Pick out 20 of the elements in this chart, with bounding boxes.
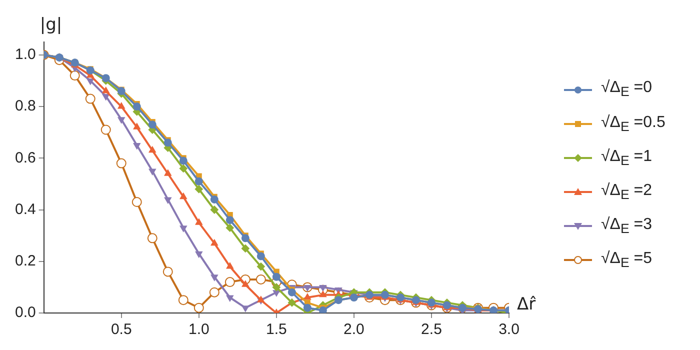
x-axis-title: Δr̂ (517, 294, 536, 314)
x-tick-label: 1.0 (188, 321, 210, 338)
x-tick-label: 2.0 (344, 321, 364, 338)
legend-label: √Δ$_{E}$ =3 (601, 216, 652, 236)
legend-label: √Δ$_{E}$ =5 (601, 250, 652, 271)
y-tick-label: 0.8 (14, 98, 36, 115)
y-tick-label: 1.0 (14, 46, 36, 64)
x-tick-label: 2.5 (421, 321, 442, 338)
y-axis-title: |g| (40, 14, 62, 35)
y-tick-label: 0.0 (14, 304, 36, 322)
x-tick-label: 0.5 (110, 321, 132, 338)
y-tick-label: 0.2 (14, 252, 36, 270)
legend-label: √Δ$_{E}$ =1 (601, 148, 652, 168)
legend-label: √Δ$_{E}$ =2 (601, 182, 652, 202)
y-tick-label: 0.6 (14, 149, 36, 166)
x-tick-label: 3.0 (498, 321, 520, 338)
legend-label: √Δ$_{E}$ =0.5 (601, 114, 666, 134)
y-tick-label: 0.4 (14, 200, 36, 218)
x-tick-label: 1.5 (266, 321, 287, 338)
legend-label: √Δ$_{E}$ =0 (601, 79, 652, 100)
